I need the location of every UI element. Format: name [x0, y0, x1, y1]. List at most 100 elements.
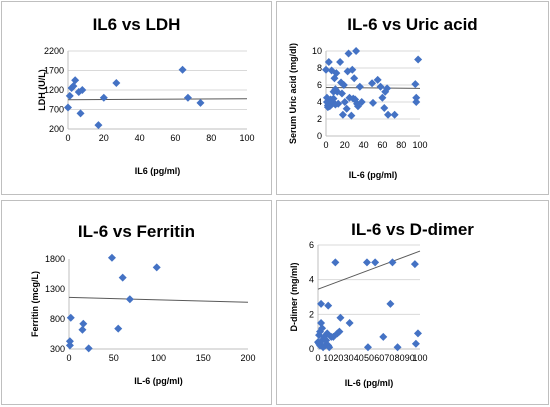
y-tick-label: 800: [50, 314, 65, 324]
data-point: [411, 339, 420, 348]
data-point: [125, 295, 134, 304]
data-point: [337, 89, 346, 98]
x-tick-label: 100: [412, 140, 427, 150]
y-tick-label: 300: [50, 344, 65, 354]
x-tick-label: 50: [364, 353, 374, 363]
data-point: [390, 110, 399, 119]
x-tick-label: 0: [315, 353, 320, 363]
x-tick-label: 90: [405, 353, 415, 363]
y-tick-label: 0: [309, 344, 314, 354]
data-point: [336, 58, 345, 67]
data-point: [410, 260, 419, 269]
data-point: [368, 79, 377, 88]
x-tick-label: 40: [359, 140, 369, 150]
trendline: [67, 98, 248, 101]
data-point: [332, 69, 341, 78]
x-tick-label: 60: [170, 133, 180, 143]
x-tick-label: 60: [374, 353, 384, 363]
data-point: [344, 49, 353, 58]
x-tick-label: 50: [109, 353, 119, 363]
data-point: [388, 258, 397, 267]
data-point: [178, 65, 187, 74]
y-tick-label: 2200: [44, 46, 64, 56]
chart-title: IL-6 vs Uric acid: [347, 15, 477, 34]
data-point: [152, 263, 161, 272]
data-point: [369, 98, 377, 107]
data-point: [69, 82, 78, 91]
chart-panel-3: IL-6 vs Ferritin 300 800 1300 1800 0 50 100 150 2…: [1, 200, 272, 405]
data-point: [112, 78, 121, 87]
data-point: [317, 299, 326, 308]
data-point: [373, 75, 382, 84]
data-point: [342, 104, 351, 113]
data-point: [183, 93, 192, 102]
data-point: [78, 86, 87, 94]
data-point: [350, 74, 359, 83]
y-tick-label: 8: [317, 63, 322, 73]
trendline: [317, 250, 421, 290]
data-point: [65, 337, 74, 346]
data-point: [412, 93, 421, 102]
data-point: [384, 110, 393, 119]
data-point: [324, 301, 333, 310]
trendline: [325, 87, 421, 89]
data-point: [84, 344, 93, 353]
x-tick-label: 200: [240, 353, 255, 363]
x-tick-label: 0: [65, 133, 70, 143]
data-point: [322, 65, 330, 74]
data-point: [334, 99, 343, 108]
x-tick-label: 0: [323, 140, 328, 150]
data-point: [329, 94, 338, 103]
x-tick-label: 100: [412, 353, 427, 363]
data-point: [66, 313, 75, 322]
data-point: [378, 93, 387, 102]
data-point: [353, 102, 362, 111]
data-point: [379, 332, 388, 341]
data-point: [348, 65, 357, 74]
y-tick-label: 1800: [45, 254, 65, 264]
data-point: [380, 103, 389, 112]
data-point: [338, 110, 347, 119]
x-tick-label: 40: [354, 353, 364, 363]
data-point: [347, 111, 356, 120]
data-point: [339, 81, 348, 89]
data-point: [196, 98, 205, 107]
y-tick-label: 2: [309, 309, 314, 319]
x-tick-label: 20: [340, 140, 350, 150]
x-tick-label: 100: [151, 353, 166, 363]
y-tick-label: 1700: [44, 66, 64, 76]
data-point: [340, 98, 349, 106]
x-axis-label: IL-6 (pg/ml): [345, 378, 394, 388]
y-axis-label: Ferritin (mcg/L): [30, 271, 40, 337]
data-point: [413, 329, 422, 338]
y-tick-label: 10: [312, 46, 322, 56]
data-point: [362, 258, 371, 267]
x-tick-label: 80: [395, 353, 405, 363]
data-point: [411, 80, 420, 89]
y-tick-label: 4: [317, 97, 322, 107]
x-tick-label: 60: [377, 140, 387, 150]
data-point: [324, 58, 333, 67]
x-tick-label: 70: [384, 353, 394, 363]
data-point: [331, 258, 340, 267]
data-point: [76, 109, 85, 118]
data-point: [335, 327, 344, 336]
data-point: [79, 319, 88, 328]
data-point: [363, 343, 372, 352]
y-axis-label: D-dimer (mg/ml): [289, 262, 299, 331]
data-point: [414, 55, 423, 64]
y-axis-label: Serum Uric acid (mg/dl): [288, 43, 298, 144]
chart-title: IL-6 vs Ferritin: [78, 222, 195, 241]
data-point: [336, 313, 345, 322]
data-point: [94, 121, 103, 130]
y-tick-label: 200: [49, 124, 64, 134]
data-point: [383, 84, 392, 93]
y-tick-label: 6: [317, 80, 322, 90]
x-tick-label: 150: [196, 353, 211, 363]
panel-border: [1, 200, 272, 405]
x-tick-label: 30: [344, 353, 354, 363]
data-point: [107, 253, 116, 262]
y-tick-label: 4: [309, 275, 314, 285]
